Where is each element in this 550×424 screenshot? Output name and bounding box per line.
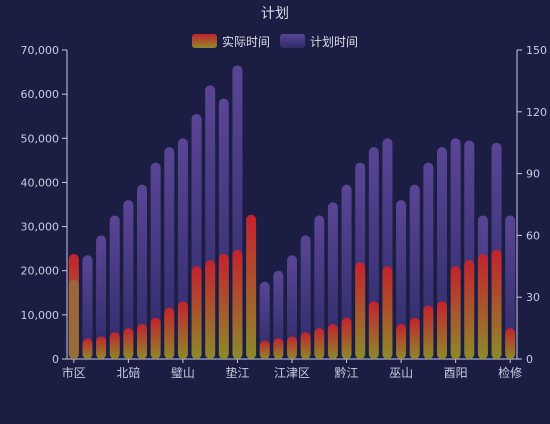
bar-actual[interactable] xyxy=(287,336,297,359)
bar-plan[interactable] xyxy=(109,215,120,359)
legend[interactable]: 实际时间 计划时间 xyxy=(192,34,358,49)
bar-actual[interactable] xyxy=(109,332,120,359)
x-tick-label: 黔江 xyxy=(335,365,359,380)
bar-actual[interactable] xyxy=(437,301,447,359)
y-left-tick-label: 20,000 xyxy=(21,265,60,278)
bars xyxy=(68,65,516,360)
y-left-tick-label: 0 xyxy=(52,353,59,366)
y-left-tick-label: 70,000 xyxy=(21,44,60,57)
bar-actual[interactable] xyxy=(150,317,161,359)
bar-actual[interactable] xyxy=(164,307,175,360)
x-tick-label: 江津区 xyxy=(274,366,310,380)
y-right-tick-label: 150 xyxy=(526,44,547,57)
bar-plan[interactable] xyxy=(314,215,325,359)
bar-plan[interactable] xyxy=(123,200,134,359)
bar-actual[interactable] xyxy=(450,266,461,359)
bar-actual[interactable] xyxy=(205,260,216,359)
bar-actual[interactable] xyxy=(341,317,352,359)
x-tick-label: 北碚 xyxy=(116,365,140,380)
y-left-tick-label: 30,000 xyxy=(21,221,60,234)
bar-actual[interactable] xyxy=(327,323,338,359)
y-right-tick-label: 0 xyxy=(526,353,533,366)
y-left-tick-label: 40,000 xyxy=(21,176,60,189)
bar-overlay[interactable] xyxy=(68,279,79,359)
bar-actual[interactable] xyxy=(396,323,407,359)
y-right-tick-label: 30 xyxy=(526,291,540,304)
y-right-tick-label: 90 xyxy=(526,168,540,181)
bar-plan[interactable] xyxy=(396,200,407,359)
bar-plan[interactable] xyxy=(150,162,161,359)
chart-title: 计划 xyxy=(261,6,289,22)
bar-plan[interactable] xyxy=(96,235,107,359)
legend-swatch-plan xyxy=(280,34,305,48)
bar-actual[interactable] xyxy=(409,317,420,359)
bar-actual[interactable] xyxy=(259,340,270,359)
bar-actual[interactable] xyxy=(218,253,229,359)
bar-actual[interactable] xyxy=(123,328,134,359)
bar-actual[interactable] xyxy=(177,301,188,359)
bar-actual[interactable] xyxy=(96,336,107,359)
bar-actual[interactable] xyxy=(232,249,243,359)
bar-actual[interactable] xyxy=(368,301,379,359)
bar-actual[interactable] xyxy=(191,266,202,359)
y-right-tick-label: 60 xyxy=(526,229,540,242)
bar-actual[interactable] xyxy=(82,338,93,359)
bar-actual[interactable] xyxy=(314,328,325,359)
legend-label-actual: 实际时间 xyxy=(222,34,270,49)
bar-plan[interactable] xyxy=(137,184,147,359)
legend-item-plan[interactable]: 计划时间 xyxy=(280,34,358,49)
bar-plan[interactable] xyxy=(164,147,175,359)
x-tick-label: 检修 xyxy=(498,365,522,380)
x-tick-label: 酉阳 xyxy=(444,366,468,380)
bar-actual[interactable] xyxy=(491,249,502,359)
x-tick-label: 巫山 xyxy=(389,366,413,380)
bar-actual[interactable] xyxy=(355,262,366,359)
bar-actual[interactable] xyxy=(464,260,475,359)
y-left-tick-label: 10,000 xyxy=(21,309,60,322)
bar-actual[interactable] xyxy=(137,323,147,359)
bar-plan[interactable] xyxy=(341,184,352,359)
y-right-tick-label: 120 xyxy=(526,106,547,119)
bar-plan[interactable] xyxy=(327,202,338,359)
legend-swatch-actual xyxy=(192,34,217,48)
bar-actual[interactable] xyxy=(300,332,311,359)
y-left-tick-label: 60,000 xyxy=(21,88,60,101)
bar-plan[interactable] xyxy=(505,215,516,359)
bar-actual[interactable] xyxy=(423,305,434,359)
bar-actual[interactable] xyxy=(477,253,488,359)
bar-actual[interactable] xyxy=(273,338,284,359)
legend-item-actual[interactable]: 实际时间 xyxy=(192,34,270,49)
bar-plan[interactable] xyxy=(409,184,420,359)
legend-label-plan: 计划时间 xyxy=(310,35,358,49)
bar-actual[interactable] xyxy=(505,328,516,359)
bar-actual[interactable] xyxy=(382,266,393,359)
bar-plan[interactable] xyxy=(287,255,297,359)
x-tick-label: 璧山 xyxy=(171,365,195,380)
bar-plan[interactable] xyxy=(300,235,311,359)
bar-plan[interactable] xyxy=(82,255,93,359)
bar-plan[interactable] xyxy=(273,270,284,359)
bar-plan[interactable] xyxy=(259,281,270,359)
x-tick-label: 市区 xyxy=(62,365,86,380)
bar-actual[interactable] xyxy=(246,214,257,359)
x-tick-label: 垫江 xyxy=(225,365,249,380)
y-left-tick-label: 50,000 xyxy=(21,132,60,145)
axes: 0 10,000 20,000 30,000 40,000 50,000 60,000 70,… xyxy=(21,44,548,380)
